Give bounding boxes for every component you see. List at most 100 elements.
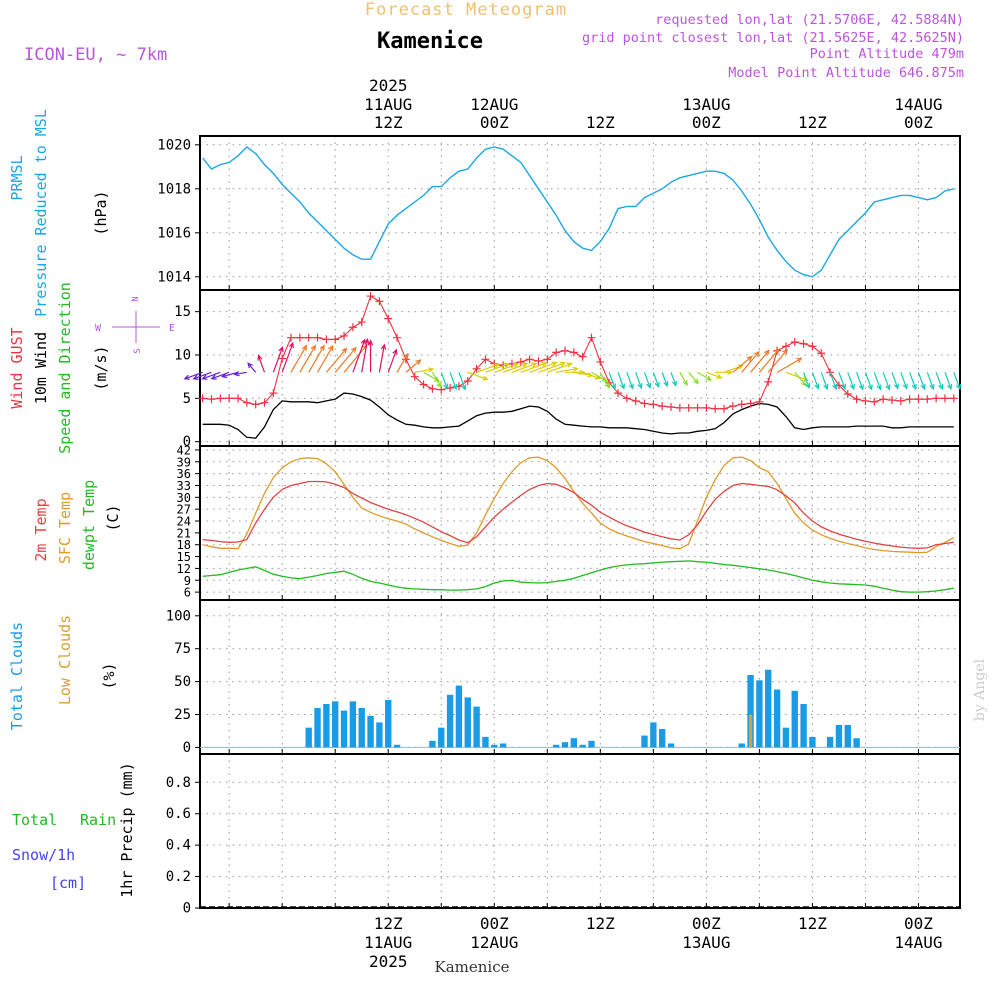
gust-marker (914, 395, 923, 404)
wind-arrow-head (637, 383, 643, 390)
gust-marker (887, 396, 896, 405)
wind-arrow-shaft (635, 372, 642, 389)
wind-arrow-shaft (343, 344, 368, 373)
wind-arrow-head (572, 366, 579, 372)
y-tick-label: 27 (177, 503, 191, 517)
wind-arrow (511, 362, 538, 373)
gust-marker (393, 333, 402, 342)
y-tick-label: 75 (174, 641, 191, 657)
wind-arrow-shaft (325, 348, 347, 373)
wind-arrow (811, 372, 820, 390)
total-cloud-bar (332, 701, 339, 748)
wind-arrow-shaft (476, 363, 499, 373)
gust-marker (242, 398, 251, 407)
wind-arrow-shaft (520, 362, 547, 373)
location-title: Kamenice (377, 29, 483, 54)
wind-arrow-shaft (387, 349, 397, 373)
gust-marker (781, 342, 790, 351)
compass-rose: N W E S (95, 296, 175, 353)
wind-arrow-head (920, 383, 926, 391)
wind-arrow-head (310, 344, 316, 351)
wind-arrow-head (183, 374, 190, 380)
wind-arrow (485, 362, 511, 373)
temp-2m-line (202, 480, 954, 549)
wind-arrow-shaft (511, 362, 537, 373)
wind-arrow-head (521, 362, 529, 368)
wind-arrow-head (611, 383, 617, 390)
label-precip-unit: 1hr Precip (mm) (118, 762, 136, 897)
wind-arrow-head (867, 384, 873, 391)
wind-arrow-shaft (361, 339, 369, 373)
wind-arrow-shaft (750, 350, 770, 373)
wind-arrow-head (436, 382, 442, 389)
label-sfc-temp: SFC Temp (56, 492, 74, 564)
total-cloud-bar (385, 700, 392, 748)
wind-arrow-shaft (732, 356, 752, 373)
total-cloud-bar (570, 738, 577, 748)
label-speed-direction: Speed and Direction (56, 282, 74, 454)
bottom-hour: 12Z (586, 914, 615, 933)
bottom-hour: 00Z (480, 914, 509, 933)
compass-south: S (133, 348, 143, 353)
wind-arrow-head (800, 380, 807, 387)
wind-arrow-shaft (741, 351, 760, 373)
wind-arrow-head (443, 383, 449, 390)
gust-marker (720, 404, 729, 413)
wind-arrow (847, 372, 855, 391)
wind-arrow-head (782, 348, 788, 355)
y-tick-label: 9 (184, 574, 191, 588)
compass-west: W (95, 323, 102, 334)
model-point-altitude: Model Point Altitude 646.875m (728, 65, 964, 81)
gust-marker (817, 349, 826, 358)
wind-arrow-shaft (529, 362, 557, 373)
wind-arrow-shaft (299, 345, 316, 373)
y-tick-label: 12 (177, 562, 191, 576)
total-cloud-bar (367, 715, 374, 748)
top-hour: 12Z (586, 113, 615, 132)
total-cloud-bar (561, 742, 569, 748)
gust-marker (587, 333, 596, 342)
total-cloud-bar (659, 728, 666, 748)
top-hour: 12Z (798, 113, 827, 132)
wind-arrow (767, 348, 788, 373)
panel-precip: 0 0.2 0.4 0.6 0.8 (166, 753, 961, 917)
wind-arrow-shaft (706, 371, 722, 379)
wind-arrow-shaft (758, 349, 780, 373)
wind-arrow (529, 361, 558, 373)
total-cloud-bar (826, 736, 834, 748)
gust-marker (525, 355, 534, 364)
wind-arrow-shaft (652, 372, 660, 388)
gust-marker (481, 355, 490, 364)
wind-arrow (405, 359, 422, 373)
wind-arrow-shaft (334, 347, 357, 373)
wind-arrow-shaft (803, 372, 810, 388)
wind-arrow-head (796, 357, 803, 363)
top-year: 2025 (369, 76, 408, 95)
gust-marker (216, 394, 225, 403)
wind-arrow-head (773, 348, 780, 355)
wind-arrow (396, 352, 409, 373)
wind-arrow (626, 372, 634, 390)
y-tick-label: 100 (166, 608, 191, 624)
cloud-bars (200, 669, 960, 748)
wind-arrow-shaft (608, 372, 616, 389)
gust-marker (234, 394, 242, 403)
gust-marker (560, 346, 569, 355)
wind-arrow (741, 350, 760, 373)
wind-arrow (652, 372, 660, 389)
total-cloud-bar (482, 736, 489, 748)
wind-arrow-head (911, 383, 917, 391)
wind-arrow (247, 362, 257, 373)
gust-marker (366, 292, 375, 301)
wind-arrow-shaft (900, 372, 908, 389)
bottom-date: 11AUG (364, 933, 412, 952)
wind-arrow-shaft (193, 371, 212, 380)
gust-marker (702, 403, 711, 412)
y-tick-label: 0.2 (166, 869, 191, 885)
wind-arrow-head (805, 382, 811, 389)
wind-arrow-head (351, 346, 357, 353)
gust-marker (569, 348, 578, 357)
sfc-temp-line (202, 456, 955, 554)
